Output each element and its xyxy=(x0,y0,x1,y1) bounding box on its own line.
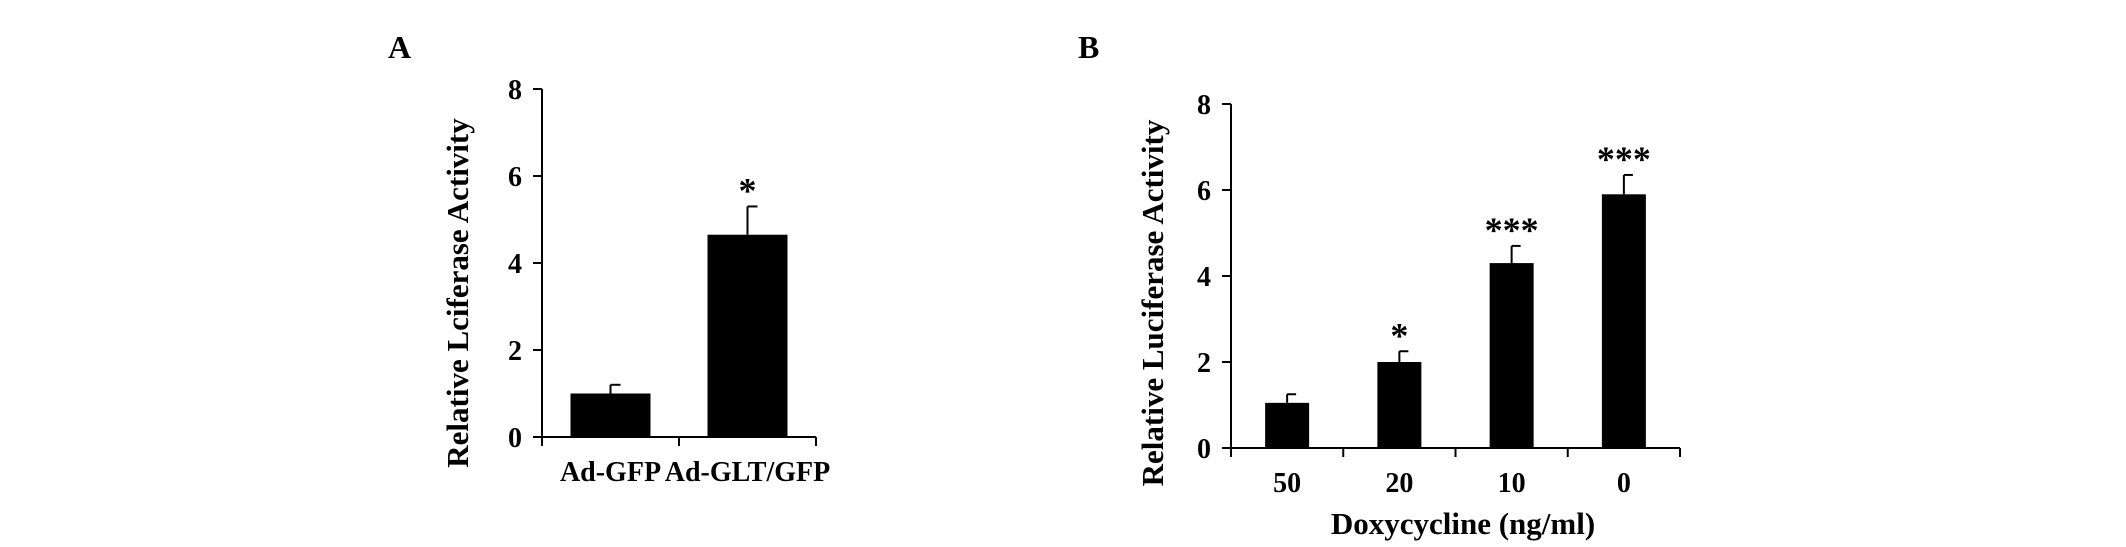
chart-b-y-axis: 0 2 4 6 8 xyxy=(1197,90,1232,465)
y-tick-label: 2 xyxy=(508,336,522,367)
bar-0 xyxy=(1601,194,1646,448)
chart-b-x-axis-title: Doxycycline (ng/ml) xyxy=(1331,506,1595,541)
chart-panel-a: A 0 2 4 6 8 Ad-GFP Ad-GLT/GFP * Relative Lcif… xyxy=(388,29,830,488)
panel-b-letter: B xyxy=(1078,29,1099,65)
bar-ad-gfp xyxy=(570,393,651,437)
panel-a-letter: A xyxy=(388,29,411,65)
chart-a-y-axis-title: Relative Lciferase Activity xyxy=(440,118,475,468)
y-tick-label: 8 xyxy=(508,75,522,106)
x-tick-label: 10 xyxy=(1498,468,1526,499)
y-tick-label: 6 xyxy=(1197,176,1211,207)
chart-a-svg: A 0 2 4 6 8 Ad-GFP Ad-GLT/GFP * Relative Lcif… xyxy=(388,29,830,488)
y-tick-label: 4 xyxy=(508,249,522,280)
chart-a-x-axis: Ad-GFP Ad-GLT/GFP xyxy=(541,436,830,488)
x-tick-label: 0 xyxy=(1617,468,1631,499)
significance-label: *** xyxy=(1485,210,1539,250)
chart-b-y-axis-title: Relative Luciferase Activity xyxy=(1135,119,1170,486)
y-tick-label: 8 xyxy=(1197,90,1211,121)
significance-label: * xyxy=(739,170,757,210)
x-tick-label: Ad-GLT/GFP xyxy=(665,457,830,488)
x-tick-label: 20 xyxy=(1385,468,1413,499)
chart-a-bars: * xyxy=(570,170,788,437)
y-tick-label: 0 xyxy=(508,423,522,454)
y-tick-label: 2 xyxy=(1197,348,1211,379)
bar-50 xyxy=(1265,402,1310,448)
chart-a-y-axis: 0 2 4 6 8 xyxy=(508,75,543,454)
x-tick-label: Ad-GFP xyxy=(560,457,661,488)
y-tick-label: 4 xyxy=(1197,262,1211,293)
y-tick-label: 0 xyxy=(1197,434,1211,465)
significance-label: * xyxy=(1390,315,1408,355)
y-tick-label: 6 xyxy=(508,162,522,193)
significance-label: *** xyxy=(1597,139,1651,179)
x-tick-label: 50 xyxy=(1273,468,1301,499)
bar-ad-glt-gfp xyxy=(707,234,788,437)
chart-b-bars: ******* xyxy=(1265,139,1651,448)
chart-b-x-axis: 50 20 10 0 xyxy=(1230,447,1681,499)
bar-20 xyxy=(1377,362,1422,448)
bar-10 xyxy=(1489,263,1534,448)
